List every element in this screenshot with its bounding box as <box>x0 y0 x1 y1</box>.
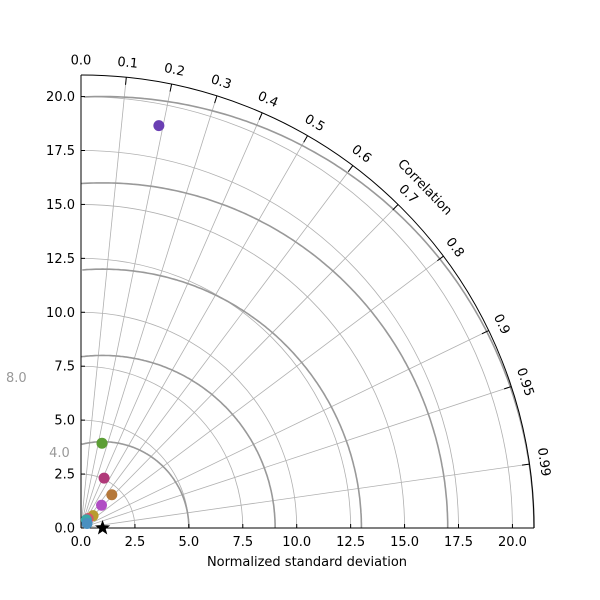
corr-tick-label: 0.4 <box>255 89 280 111</box>
model-point <box>106 489 118 501</box>
y-tick-label: 12.5 <box>46 252 75 267</box>
rms-contour-label: 4.0 <box>49 446 70 461</box>
corr-tick-mark <box>214 95 218 104</box>
corr-tick-label: 0.99 <box>534 447 553 478</box>
corr-tick-mark <box>125 77 127 85</box>
x-tick-label: 7.5 <box>232 535 253 550</box>
corr-tick-label: 0.6 <box>348 142 374 166</box>
x-tick-label: 12.5 <box>336 535 365 550</box>
x-tick-label: 10.0 <box>282 535 311 550</box>
outer-correlation-arc <box>80 74 535 529</box>
corr-grid-line <box>80 386 512 529</box>
corr-tick-mark <box>521 463 530 466</box>
x-tick-label: 15.0 <box>390 535 419 550</box>
corr-tick-mark <box>258 112 263 120</box>
rms-contour <box>81 354 276 528</box>
model-point <box>96 499 108 511</box>
rms-contour <box>81 440 190 528</box>
corr-tick-label: 0.95 <box>513 366 536 398</box>
corr-grid-line <box>80 135 308 529</box>
rms-label-bg <box>0 369 36 388</box>
std-grid-arc <box>80 311 298 529</box>
corr-grid-line <box>80 330 489 529</box>
y-tick-label: 7.5 <box>54 360 75 375</box>
rms-contour <box>82 268 363 528</box>
std-grid-arc <box>80 365 244 529</box>
rms-label-bg <box>40 444 79 463</box>
rms-contour-layer: 4.08.012.016.020.0 <box>0 95 535 528</box>
reference-star-marker <box>95 520 111 535</box>
grid-layer <box>80 75 530 529</box>
y-tick-label: 10.0 <box>46 306 75 321</box>
tick-layer: 0.0 0.1 0.20.30.40.50.60.70.80.90.950.990.… <box>46 53 553 550</box>
y-tick-label: 15.0 <box>46 198 75 213</box>
rms-contour <box>81 182 449 528</box>
corr-tick-mark <box>303 135 308 143</box>
x-tick-label: 20.0 <box>498 535 527 550</box>
std-grid-arc <box>80 150 459 529</box>
corr-grid-line <box>80 112 263 529</box>
corr-grid-line <box>80 84 172 529</box>
corr-tick-mark <box>504 386 512 390</box>
std-grid-arc <box>80 473 136 529</box>
corr-grid-line <box>80 255 444 529</box>
model-point <box>81 517 93 529</box>
model-point <box>153 120 165 132</box>
std-grid-arc <box>80 204 405 529</box>
corr-grid-line <box>80 204 399 529</box>
model-point <box>96 437 108 449</box>
y-tick-label: 5.0 <box>54 414 75 429</box>
corr-tick-label: 0.3 <box>209 72 233 93</box>
y-tick-label: 17.5 <box>46 144 75 159</box>
std-grid-arc <box>80 257 352 529</box>
corr-tick-mark <box>392 204 399 211</box>
x-tick-label: 2.5 <box>125 535 146 550</box>
corr-tick-label: 0.5 <box>302 112 327 135</box>
corr-tick-mark <box>481 330 489 335</box>
corr-tick-mark <box>347 165 354 172</box>
corr-grid-line <box>80 165 354 529</box>
points-layer <box>80 120 165 535</box>
model-point <box>98 472 110 484</box>
axes-layer <box>80 74 535 529</box>
x-tick-label: 5.0 <box>179 535 200 550</box>
corr-tick-label: 0.9 <box>490 312 513 337</box>
y-tick-label: 0.0 <box>54 522 75 537</box>
y-tick-label: 2.5 <box>54 468 75 483</box>
y-tick-label: 20.0 <box>46 90 75 105</box>
corr-grid-line <box>80 77 127 529</box>
rms-contour-label: 8.0 <box>6 371 27 386</box>
x-tick-label: 17.5 <box>444 535 473 550</box>
corr-grid-line <box>80 95 218 529</box>
corr-tick-label: 0.1 <box>117 55 139 72</box>
corr-tick-mark <box>437 255 444 262</box>
x-tick-label: 0.0 <box>71 535 92 550</box>
corr-tick-label: 0.2 <box>163 61 186 80</box>
corr-tick-label: 0.0 <box>71 53 92 68</box>
corr-tick-label: 0.8 <box>442 235 466 261</box>
x-axis-title: Normalized standard deviation <box>207 555 407 570</box>
std-grid-arc <box>80 96 513 529</box>
corr-tick-mark <box>169 84 173 92</box>
rms-contour <box>83 95 535 528</box>
corr-grid-line <box>80 463 530 529</box>
